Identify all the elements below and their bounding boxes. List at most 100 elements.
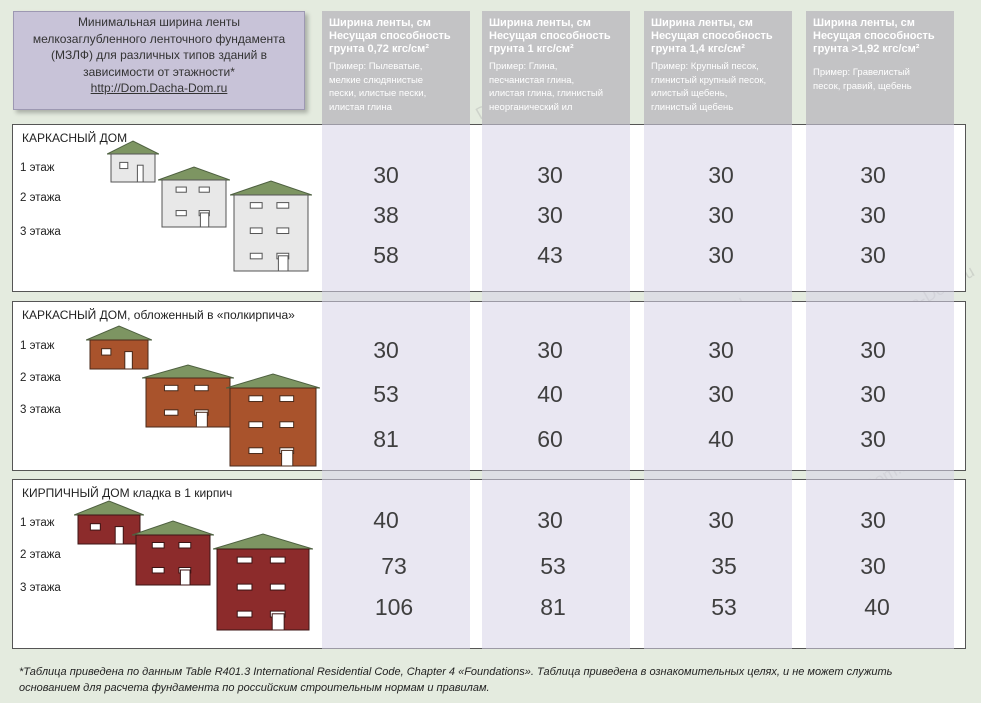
door-shape	[195, 411, 208, 428]
window-shape	[236, 610, 253, 618]
value-cell: 40	[373, 507, 399, 533]
window-shape	[119, 161, 129, 170]
wall-shape	[135, 534, 211, 586]
column-header-3: Ширина ленты, см Несущая способность гру…	[644, 11, 792, 124]
house-2-floor-icon	[132, 520, 214, 586]
column-example: Пример: Гравелистый песок, гравий, щебень	[813, 67, 912, 92]
roof-shape	[86, 325, 152, 341]
door-shape	[136, 164, 144, 183]
window-shape	[236, 556, 253, 564]
value-cell: 81	[540, 594, 566, 620]
floor-label: 2 этажа	[20, 549, 61, 561]
value-cell: 30	[708, 162, 734, 188]
window-shape	[236, 583, 253, 591]
window-shape	[151, 567, 165, 574]
roof-shape	[230, 180, 312, 196]
window-shape	[89, 523, 101, 531]
floor-label: 1 этаж	[20, 517, 55, 529]
value-cell: 30	[860, 337, 886, 363]
value-cell: 30	[537, 337, 563, 363]
door-shape	[199, 212, 210, 228]
wall-shape	[161, 179, 227, 228]
value-cell: 38	[373, 202, 399, 228]
column-header-line: грунта 1,4 кгс/см²	[651, 43, 745, 55]
value-cell: 40	[708, 426, 734, 452]
floor-label: 3 этажа	[20, 582, 61, 594]
table-title: Минимальная ширина ленты мелкозаглубленн…	[13, 11, 305, 110]
title-line: зависимости от этажности*	[83, 64, 235, 79]
wall-shape	[110, 153, 156, 183]
window-shape	[163, 384, 179, 392]
floor-label: 1 этаж	[20, 340, 55, 352]
window-shape	[276, 202, 290, 209]
value-cell: 40	[864, 594, 890, 620]
window-shape	[194, 384, 209, 392]
column-header-line: Ширина ленты, см	[651, 17, 753, 29]
door-shape	[124, 351, 133, 370]
value-cell: 53	[373, 381, 399, 407]
door-shape	[271, 613, 285, 631]
door-shape	[277, 255, 289, 272]
footnote: *Таблица приведена по данным Table R401.…	[19, 664, 969, 696]
section-title: КАРКАСНЫЙ ДОМ, обложенный в «полкирпича»	[22, 308, 295, 322]
floor-label: 3 этажа	[20, 404, 61, 416]
wall-shape	[89, 339, 149, 370]
roof-shape	[213, 533, 313, 550]
door-shape	[281, 449, 294, 467]
house-1-floor-icon	[107, 140, 159, 183]
section-title: КИРПИЧНЫЙ ДОМ кладка в 1 кирпич	[22, 486, 233, 500]
window-shape	[163, 409, 179, 416]
house-1-floor-icon	[86, 325, 152, 370]
column-header-line: Ширина ленты, см	[489, 17, 591, 29]
house-2-floor-icon	[158, 166, 230, 228]
title-line: (МЗЛФ) для различных типов зданий в	[51, 48, 267, 62]
door-shape	[114, 526, 124, 545]
value-cell: 35	[711, 553, 737, 579]
site-link[interactable]: http://Dom.Dacha-Dom.ru	[90, 81, 228, 95]
value-cell: 43	[537, 242, 563, 268]
value-cell: 30	[860, 202, 886, 228]
window-shape	[248, 395, 264, 403]
column-header-1: Ширина ленты, см Несущая способность гру…	[322, 11, 470, 124]
value-cell: 30	[537, 162, 563, 188]
section-title: КАРКАСНЫЙ ДОМ	[22, 131, 128, 145]
column-example: Пример: Пылеватые, мелкие слюдянистые песк…	[329, 61, 427, 113]
value-cell: 58	[373, 242, 399, 268]
column-header-4: Ширина ленты, см Несущая способность гру…	[806, 11, 954, 124]
roof-shape	[142, 364, 234, 379]
column-header-line: грунта 0,72 кгс/см²	[329, 43, 429, 55]
value-cell: 30	[373, 337, 399, 363]
window-shape	[101, 348, 112, 356]
value-cell: 60	[537, 426, 563, 452]
column-example: Пример: Глина, песчанистая глина, илистая …	[489, 61, 604, 113]
value-cell: 30	[537, 202, 563, 228]
floor-label: 2 этажа	[20, 192, 61, 204]
roof-shape	[74, 500, 144, 516]
column-header-line: Несущая способность	[813, 30, 935, 42]
value-cell: 53	[711, 594, 737, 620]
value-cell: 30	[860, 162, 886, 188]
title-line: Минимальная ширина ленты	[77, 15, 241, 29]
column-header-line: грунта >1,92 кгс/см²	[813, 43, 920, 55]
floor-label: 1 этаж	[20, 162, 55, 174]
column-header-line: грунта 1 кгс/см²	[489, 43, 574, 55]
wall-shape	[216, 548, 310, 631]
footnote-line: *Таблица приведена по данным Table R401.…	[19, 666, 893, 678]
window-shape	[178, 542, 192, 549]
floor-label: 2 этажа	[20, 372, 61, 384]
footnote-line: основанием для расчета фундамента по рос…	[19, 682, 490, 694]
window-shape	[269, 583, 286, 591]
wall-shape	[229, 387, 317, 467]
value-cell: 30	[860, 507, 886, 533]
column-header-line: Несущая способность	[651, 30, 773, 42]
window-shape	[248, 447, 264, 455]
window-shape	[269, 556, 286, 564]
column-header-line: Ширина ленты, см	[329, 17, 431, 29]
value-cell: 53	[540, 553, 566, 579]
title-line: мелкозаглубленного ленточного фундамента	[32, 31, 286, 46]
window-shape	[279, 421, 295, 429]
wall-shape	[145, 377, 231, 428]
window-shape	[249, 202, 263, 209]
window-shape	[175, 210, 187, 217]
value-cell: 30	[708, 202, 734, 228]
